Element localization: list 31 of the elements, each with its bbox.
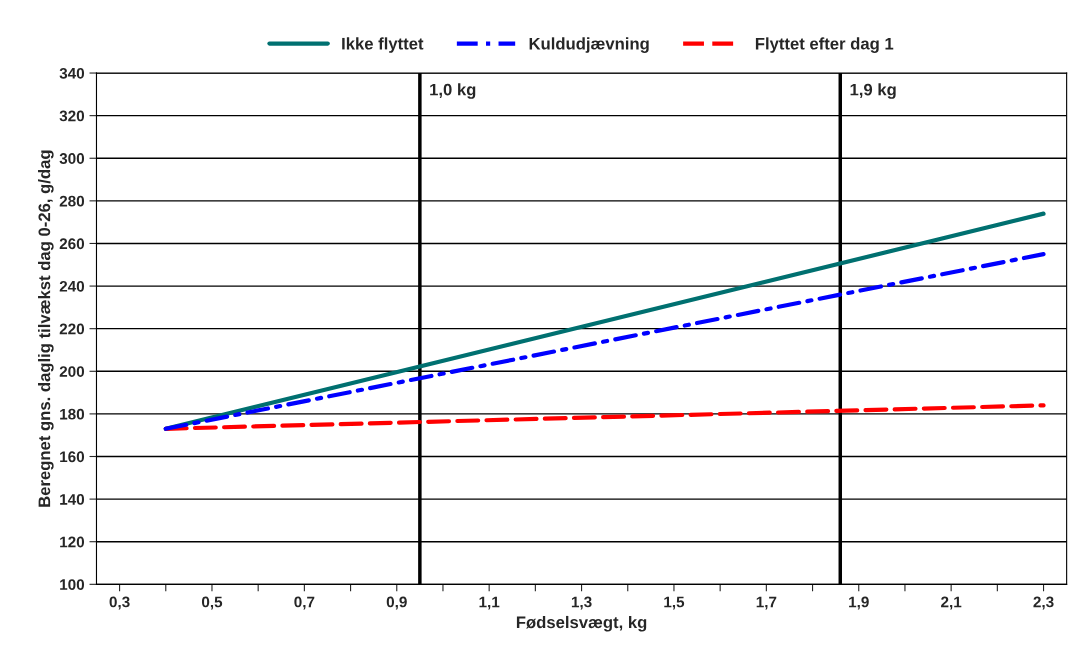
x-tick-label: 2,1 (941, 596, 962, 610)
y-tick-label: 320 (59, 110, 85, 122)
y-tick-label: 120 (60, 536, 85, 548)
y-tick-label: 260 (59, 238, 85, 250)
y-tick-label: 180 (60, 408, 85, 420)
y-tick-label: 160 (60, 451, 85, 463)
y-tick-label: 340 (59, 67, 85, 79)
x-tick-label: 2,3 (1033, 596, 1054, 610)
x-tick-label: 0,3 (109, 596, 130, 610)
x-tick-label: 1,9 (849, 596, 869, 610)
y-tick-label: 100 (60, 579, 85, 591)
legend-label: Ikke flyttet (342, 37, 424, 53)
x-tick-label: 0,7 (294, 596, 315, 610)
y-tick-label: 140 (60, 493, 85, 505)
y-tick-label: 240 (59, 280, 85, 292)
y-axis-title: Beregnet gns. daglig tilvækst dag 0-26, g/dag (38, 150, 54, 507)
x-axis-title: Fødselsvægt, kg (516, 615, 647, 632)
x-tick-label: 0,9 (386, 596, 407, 610)
y-tick-label: 200 (59, 366, 85, 377)
legend-label: Kuldudjævning (529, 37, 649, 53)
x-tick-label: 1,1 (479, 596, 500, 610)
legend-label: Flyttet efter dag 1 (755, 37, 894, 53)
x-tick-label: 0,5 (201, 596, 223, 610)
ref-line-label: 1,9 kg (850, 83, 896, 99)
x-tick-label: 1,7 (756, 596, 777, 610)
y-tick-label: 280 (59, 195, 85, 207)
y-tick-label: 220 (59, 323, 85, 335)
ref-line-label: 1,0 kg (430, 83, 476, 99)
x-tick-label: 1,3 (571, 596, 592, 610)
x-tick-label: 1,5 (664, 596, 685, 610)
y-tick-label: 300 (59, 153, 85, 164)
